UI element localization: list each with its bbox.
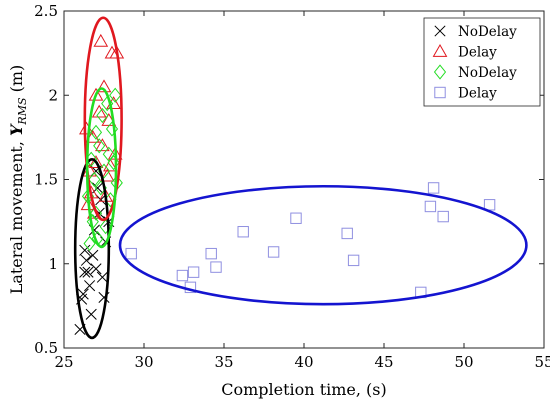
- data-point-nodelay-black: [84, 280, 96, 292]
- data-point-delay-red: [91, 104, 107, 118]
- data-point-delay-red: [93, 33, 109, 47]
- legend-marker-nodelay-black: [434, 25, 446, 37]
- data-point-nodelay-green: [89, 205, 103, 221]
- data-point-nodelay-green: [83, 235, 96, 252]
- axis-ticks: 25 30 35 40 45 50 55 0.5 1 1.5 2 2.5: [34, 2, 550, 371]
- data-point-nodelay-green: [109, 87, 122, 103]
- y-tick-label: 2: [48, 86, 58, 104]
- data-point-nodelay-black: [79, 244, 91, 256]
- data-point-delay-red: [80, 197, 96, 211]
- legend-marker-delay-blue: [434, 86, 446, 99]
- data-point-delay-blue: [424, 200, 437, 213]
- data-point-delay-red: [99, 168, 115, 182]
- data-point-nodelay-green: [105, 121, 119, 137]
- legend-label-delay-red: Delay: [458, 45, 497, 61]
- x-tick-label: 35: [214, 353, 233, 371]
- data-point-delay-blue: [437, 210, 449, 223]
- y-axis-label-subscript: RMS: [16, 97, 29, 126]
- data-point-nodelay-black: [85, 308, 97, 320]
- legend-marker-nodelay-green: [433, 64, 447, 80]
- plot-area: [73, 16, 528, 340]
- data-point-nodelay-black: [82, 266, 94, 278]
- data-point-delay-blue: [187, 266, 200, 278]
- data-point-delay-blue: [483, 199, 496, 211]
- data-point-nodelay-black: [79, 266, 91, 278]
- data-point-nodelay-green: [93, 138, 106, 154]
- data-point-nodelay-green: [89, 124, 103, 140]
- x-tick-label: 25: [54, 353, 73, 371]
- data-point-delay-red: [88, 155, 104, 169]
- x-tick-label: 45: [374, 353, 393, 371]
- confidence-ellipse-delay-blue: [118, 184, 528, 306]
- legend-label-nodelay-green: NoDelay: [458, 65, 517, 81]
- legend: NoDelay Delay NoDelay Delay: [423, 17, 541, 107]
- y-axis-label-suffix: (m): [7, 65, 26, 98]
- data-point-nodelay-green: [102, 146, 115, 162]
- data-point-nodelay-black: [87, 249, 99, 261]
- legend-marker-delay-red: [432, 43, 448, 57]
- data-point-delay-red: [95, 138, 110, 152]
- y-axis-label: Lateral movement, YRMS (m): [7, 65, 29, 295]
- x-tick-label: 50: [454, 353, 473, 371]
- data-point-nodelay-green: [96, 107, 109, 124]
- y-tick-label: 1.5: [34, 171, 58, 189]
- data-point-delay-red: [88, 87, 104, 101]
- series-group: [73, 16, 528, 340]
- legend-box: [423, 17, 541, 107]
- data-point-delay-blue: [290, 212, 302, 224]
- legend-label-nodelay-black: NoDelay: [458, 24, 517, 40]
- confidence-ellipse-delay-red: [83, 16, 123, 222]
- data-point-delay-blue: [176, 269, 189, 282]
- data-point-delay-red: [103, 158, 118, 172]
- data-point-nodelay-black: [80, 254, 92, 266]
- y-axis-label-symbol: Y: [7, 123, 26, 136]
- data-point-nodelay-green: [88, 171, 101, 188]
- data-point-nodelay-black: [96, 271, 108, 283]
- data-point-delay-blue: [427, 182, 440, 194]
- data-point-delay-blue: [125, 247, 137, 260]
- data-point-delay-blue: [237, 226, 249, 238]
- confidence-ellipse-nodelay-black: [73, 157, 111, 340]
- y-tick-label: 1: [48, 255, 58, 273]
- data-point-delay-blue: [210, 261, 222, 273]
- y-axis-label-prefix: Lateral movement,: [7, 136, 26, 294]
- y-tick-label: 0.5: [34, 339, 58, 357]
- data-point-delay-blue: [267, 246, 280, 258]
- y-tick-label: 2.5: [34, 2, 58, 20]
- x-tick-label: 40: [294, 353, 313, 371]
- x-axis-label: Completion time, (s): [221, 380, 387, 399]
- data-point-delay-blue: [341, 227, 353, 240]
- data-point-delay-blue: [205, 247, 217, 260]
- x-tick-label: 30: [134, 353, 153, 371]
- confidence-ellipse-nodelay-green: [85, 87, 118, 249]
- x-tick-label: 55: [534, 353, 550, 371]
- data-point-nodelay-black: [90, 263, 102, 275]
- legend-label-delay-blue: Delay: [458, 86, 497, 102]
- data-point-delay-blue: [347, 254, 360, 267]
- data-point-delay-red: [96, 79, 112, 93]
